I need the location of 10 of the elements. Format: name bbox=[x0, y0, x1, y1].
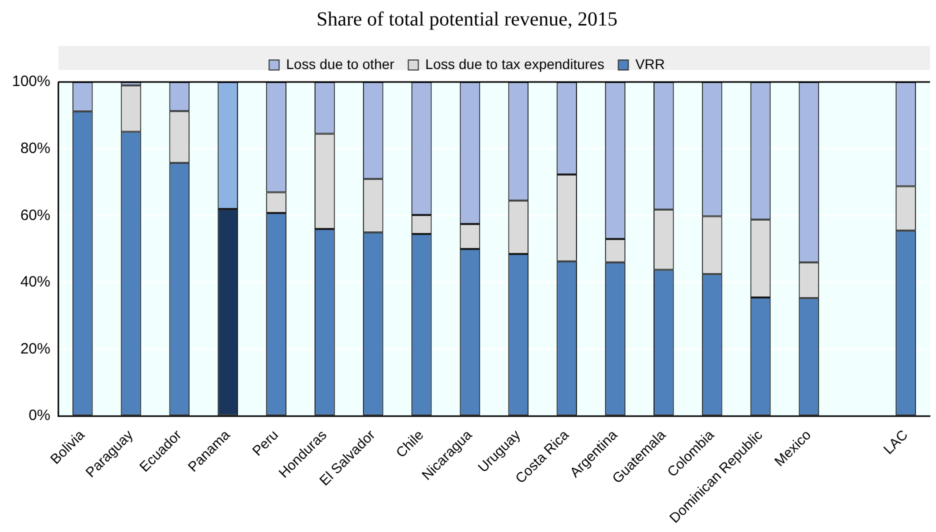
y-tick-label: 80% bbox=[20, 140, 50, 157]
y-tick-label: 40% bbox=[20, 274, 50, 291]
y-tick-label: 60% bbox=[20, 206, 50, 224]
legend-label: VRR bbox=[635, 56, 665, 72]
y-tick-label: 100% bbox=[12, 73, 50, 90]
y-tick-label: 20% bbox=[20, 340, 50, 358]
chart-title: Share of total potential revenue, 2015 bbox=[316, 8, 618, 30]
y-tick-label: 0% bbox=[28, 407, 50, 424]
legend-label: Loss due to other bbox=[286, 56, 395, 72]
legend-label: Loss due to tax expenditures bbox=[425, 56, 604, 72]
